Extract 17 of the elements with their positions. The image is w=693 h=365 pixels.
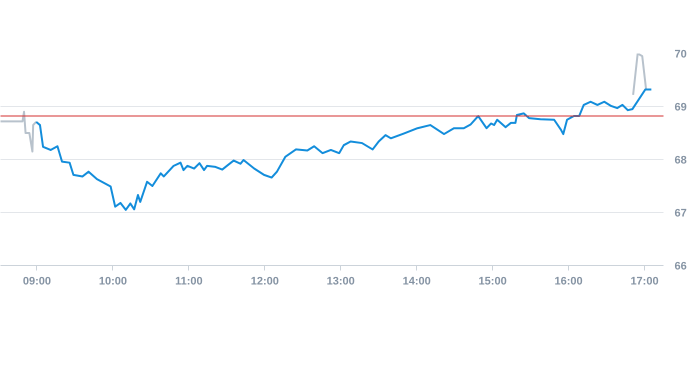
y-tick-label: 69 bbox=[674, 102, 687, 114]
y-tick-label: 70 bbox=[674, 48, 687, 60]
x-tick-label: 11:00 bbox=[175, 276, 203, 288]
x-tick-label: 13:00 bbox=[326, 276, 355, 288]
line-series bbox=[0, 110, 38, 153]
x-tick-label: 15:00 bbox=[478, 276, 507, 288]
x-tick-label: 17:00 bbox=[630, 276, 659, 288]
x-tick-label: 12:00 bbox=[250, 276, 279, 288]
x-tick-label: 10:00 bbox=[98, 276, 127, 288]
y-tick-label: 67 bbox=[674, 208, 687, 220]
line-series bbox=[632, 54, 648, 96]
y-tick-label: 68 bbox=[674, 154, 687, 166]
y-tick-label: 66 bbox=[674, 260, 687, 272]
x-tick-label: 14:00 bbox=[402, 276, 431, 288]
x-tick-label: 09:00 bbox=[22, 276, 52, 288]
x-tick-label: 16:00 bbox=[554, 276, 583, 288]
line-series bbox=[35, 88, 652, 211]
